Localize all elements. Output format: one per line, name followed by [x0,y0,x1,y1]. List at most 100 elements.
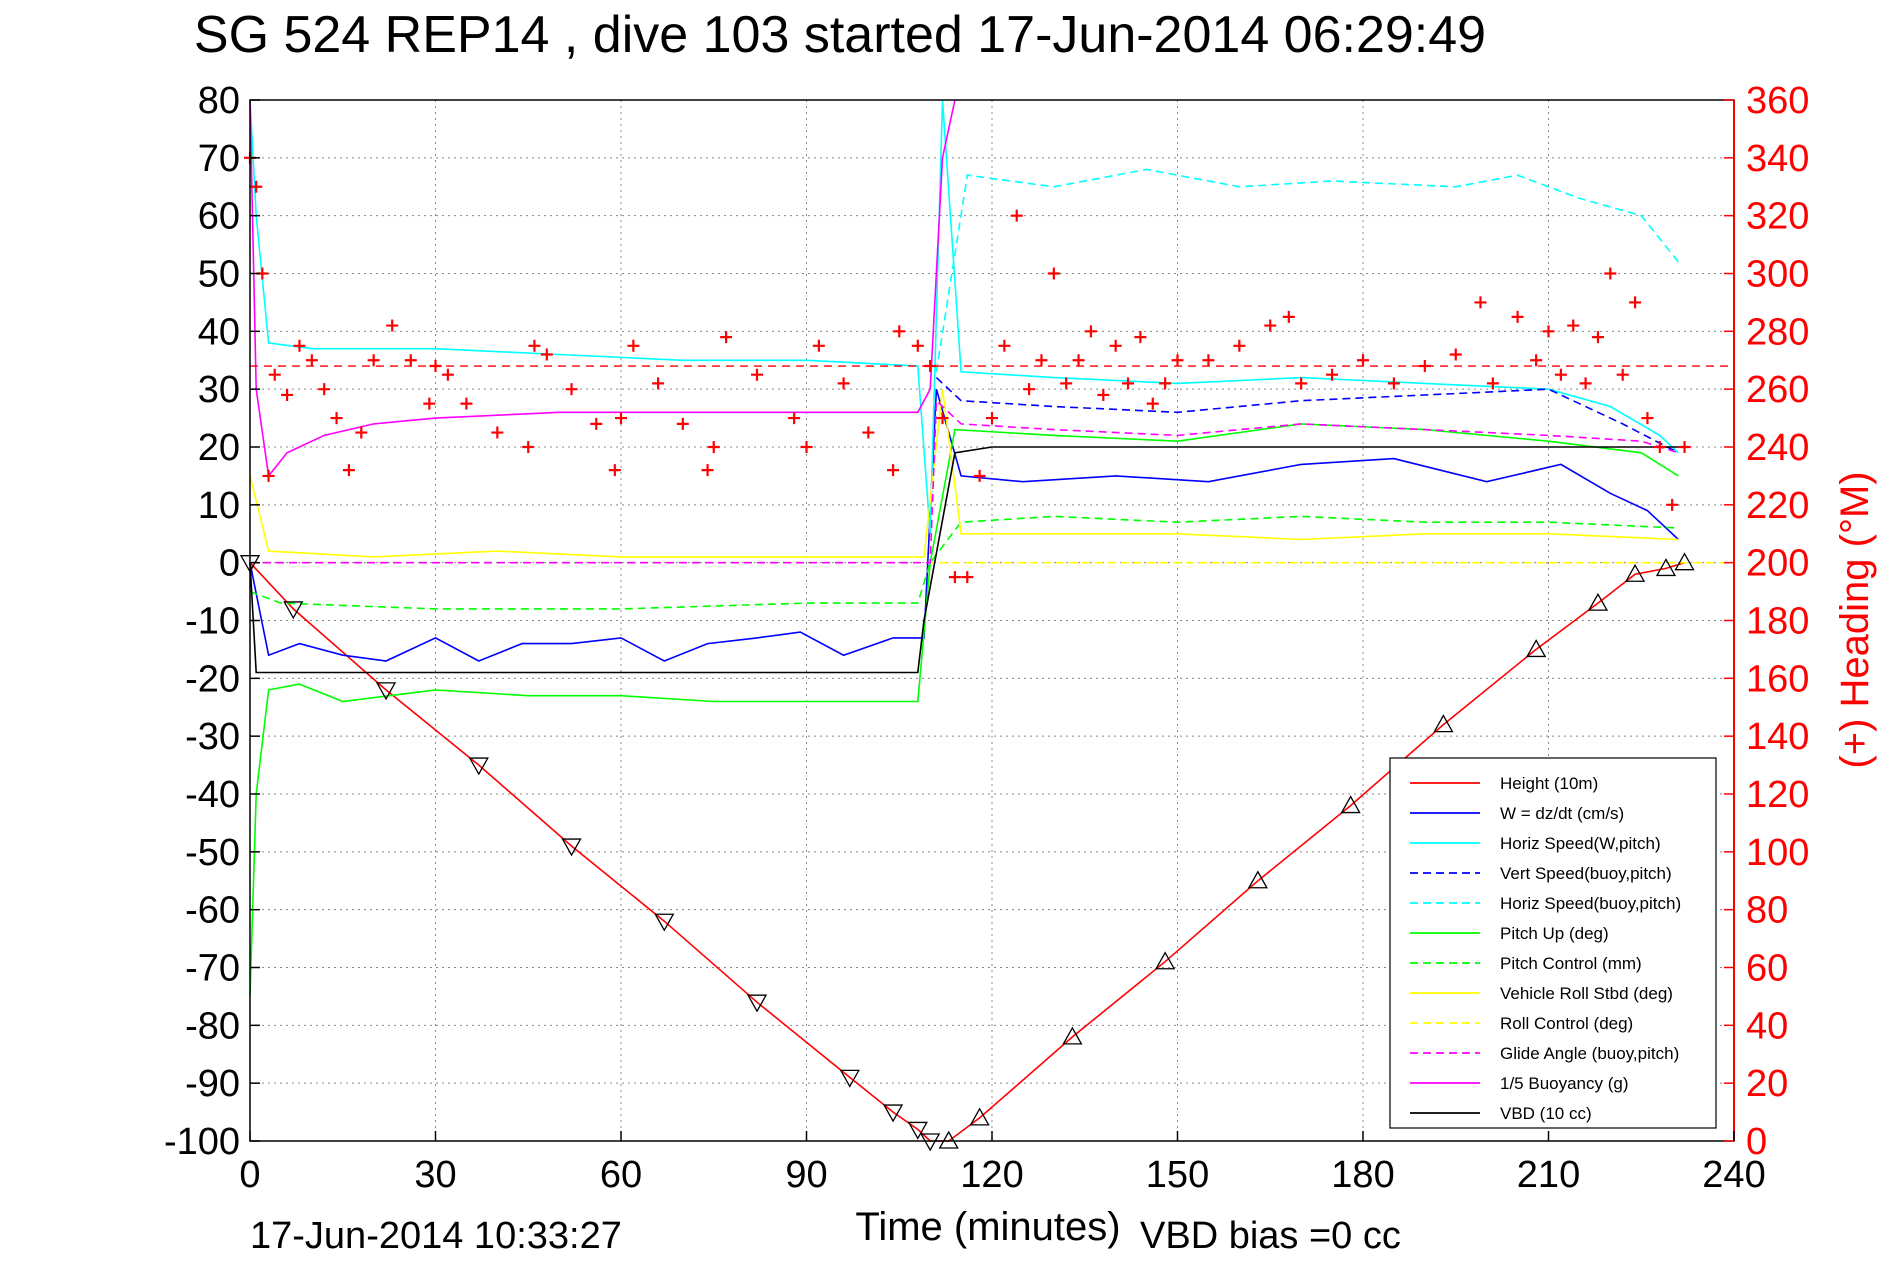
heading-marker [1567,319,1580,332]
heading-marker [1282,310,1295,323]
heading-marker [1097,388,1110,401]
heading-marker [1023,383,1036,396]
heading-marker [862,426,875,439]
left-y-tick-label: 10 [198,485,240,527]
legend-box [1389,757,1717,1129]
heading-marker [615,412,627,425]
heading-marker [528,339,541,352]
height-marker [746,994,768,1013]
heading-marker [800,441,813,453]
heading-marker [1122,377,1135,390]
series-line-3 [935,377,1679,454]
height-marker [654,913,675,932]
heading-marker [250,180,263,193]
heading-marker [986,412,998,425]
left-y-tick-label: 20 [198,427,240,469]
heading-marker [1591,331,1604,344]
heading-marker [1387,377,1400,390]
legend-label: Vert Speed(buoy,pitch) [1500,864,1672,883]
legend: Height (10m) W = dz/dt (cm/s) Horiz Speed(… [1389,757,1717,1129]
heading-marker [355,426,368,439]
left-y-tick-label: 0 [219,543,240,585]
x-tick-label: 120 [960,1154,1023,1196]
heading-marker [701,464,714,477]
heading-marker [330,412,343,425]
legend-label: Roll Control (deg) [1500,1014,1633,1033]
right-y-tick-label: 180 [1746,601,1809,643]
heading-marker [676,417,689,430]
series-line-2 [249,99,1679,534]
heading-marker [342,464,355,477]
right-y-tick-label: 300 [1746,254,1809,296]
height-marker [283,601,304,620]
heading-marker [1264,319,1277,332]
heading-marker [1616,368,1629,381]
right-y-tick-label: 120 [1746,774,1809,816]
height-marker [468,757,489,776]
heading-marker [293,339,306,352]
left-y-tick-label: -20 [185,658,240,700]
x-tick-label: 180 [1331,1154,1394,1196]
heading-marker [720,331,733,344]
series-layer [239,99,1734,1152]
height-marker [1655,558,1677,577]
right-y-tick-label: 320 [1746,196,1809,238]
series-line-7 [249,389,1679,558]
left-y-tick-label: 40 [198,311,240,353]
right-y-tick-label: 100 [1746,832,1809,874]
left-y-tick-label: -60 [185,890,240,932]
heading-marker [1474,296,1487,309]
heading-marker [305,354,318,367]
series-line-9 [250,398,1679,564]
heading-marker [1666,498,1679,511]
heading-marker [441,368,454,381]
height-marker [938,1130,959,1149]
heading-marker [652,377,665,390]
heading-marker [522,441,535,453]
heading-marker [887,464,900,477]
heading-marker [751,368,764,381]
heading-marker [1171,354,1184,367]
height-marker [1624,563,1646,582]
x-tick-label: 210 [1517,1154,1580,1196]
heading-marker [1109,339,1122,352]
vbd-bias-label: VBD bias =0 cc [1140,1215,1401,1257]
heading-marker [404,354,417,367]
heading-marker [998,339,1011,352]
x-tick-label: 60 [600,1154,642,1196]
x-tick-label: 0 [239,1154,260,1196]
heading-marker [1084,325,1097,338]
series-line-10 [249,99,956,478]
heading-marker [1159,377,1172,390]
heading-marker [1202,354,1215,367]
heading-marker [565,383,578,396]
legend-label: Vehicle Roll Stbd (deg) [1500,984,1673,1003]
right-y-tick-label: 260 [1746,369,1809,411]
heading-marker [1072,354,1085,367]
heading-marker [1449,348,1462,361]
left-y-tick-label: 80 [198,80,240,122]
x-tick-label: 150 [1146,1154,1209,1196]
heading-marker [1653,441,1666,453]
left-y-tick-label: -70 [185,948,240,990]
right-y-tick-label: 0 [1746,1121,1767,1163]
x-axis-label: Time (minutes) [855,1205,1120,1249]
heading-marker [893,325,906,338]
footer-timestamp: 17-Jun-2014 10:33:27 [250,1215,622,1257]
legend-label: Pitch Up (deg) [1500,924,1609,943]
heading-marker [1357,354,1369,367]
left-y-tick-label: -50 [185,832,240,874]
left-y-tick-label: 70 [198,138,240,180]
right-y-tick-label: 360 [1746,80,1809,122]
left-y-tick-label: -10 [185,601,240,643]
heading-marker [608,464,621,477]
heading-markers [244,151,1734,584]
heading-marker [1418,360,1431,373]
heading-marker [1554,368,1567,381]
heading-marker [1134,331,1147,344]
height-marker [839,1069,860,1088]
heading-marker [1604,267,1617,280]
legend-label: Height (10m) [1500,774,1598,793]
heading-marker [423,397,436,410]
